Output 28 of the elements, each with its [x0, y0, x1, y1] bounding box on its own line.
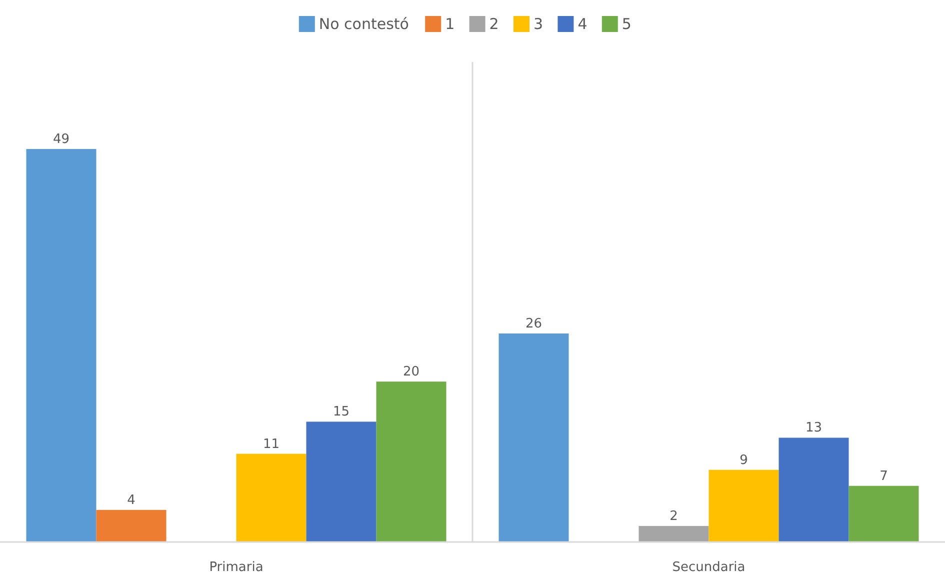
data-label: 2	[670, 508, 678, 524]
bar	[376, 382, 446, 542]
x-tick-label: Secundaria	[672, 560, 746, 575]
data-label: 11	[262, 436, 280, 452]
data-label: 13	[805, 420, 822, 436]
data-label: 15	[332, 404, 350, 420]
data-label: 9	[740, 452, 748, 468]
data-label: 49	[52, 132, 70, 147]
bar	[848, 486, 919, 542]
data-label: 4	[127, 492, 136, 508]
data-label: 20	[402, 364, 420, 380]
bar	[498, 333, 569, 542]
bar	[306, 422, 376, 542]
legend-label: 2	[489, 15, 499, 33]
bar	[26, 149, 96, 542]
legend-label: 4	[578, 15, 588, 33]
bar	[236, 454, 306, 542]
data-label: 7	[880, 468, 888, 484]
legend-label: 1	[445, 15, 455, 33]
bar	[778, 438, 849, 542]
legend-label: 3	[534, 15, 544, 33]
bar	[638, 526, 709, 542]
bar	[708, 470, 779, 542]
legend-label: 5	[622, 15, 632, 33]
legend-label: No contestó	[318, 15, 409, 33]
bar	[96, 510, 166, 542]
data-label: 26	[525, 316, 542, 332]
x-tick-label: Primaria	[209, 560, 264, 575]
